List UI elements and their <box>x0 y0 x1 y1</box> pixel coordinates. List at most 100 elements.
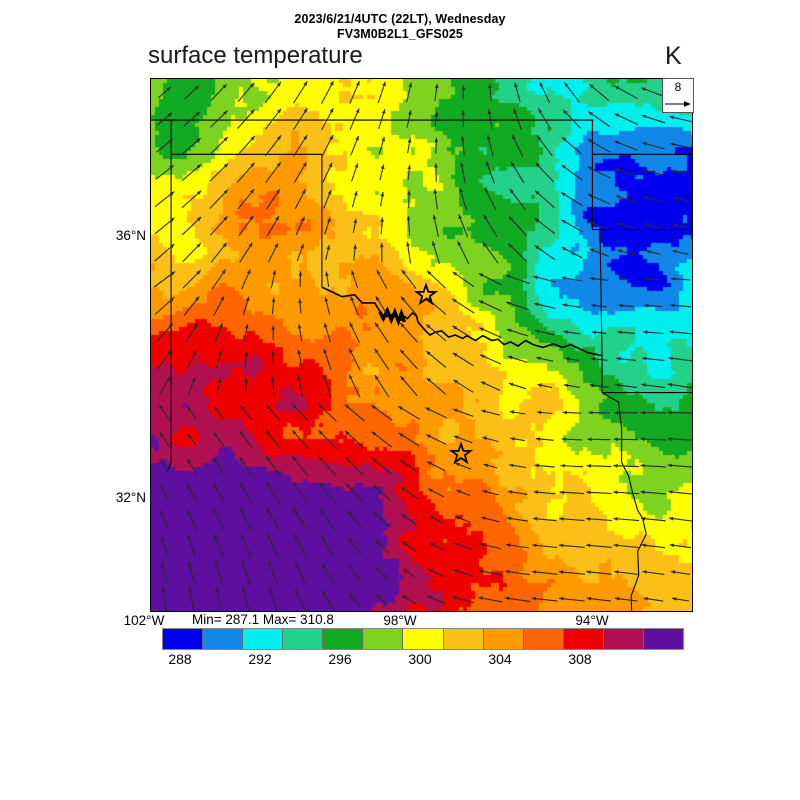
wind-vector <box>483 214 498 237</box>
colorbar[interactable] <box>162 628 684 650</box>
wind-vector <box>513 108 522 130</box>
wind-vector <box>481 516 500 523</box>
wind-vector <box>157 349 172 370</box>
wind-vector <box>215 586 223 611</box>
wind-vector <box>155 164 175 180</box>
wind-vector <box>459 188 467 211</box>
wind-vector <box>407 164 412 181</box>
station-star-north[interactable] <box>413 282 439 306</box>
wind-vector <box>265 188 281 210</box>
wind-vector <box>216 378 222 394</box>
wind-vector <box>292 481 309 504</box>
wind-vector <box>239 508 253 531</box>
wind-vector <box>425 350 447 369</box>
wind-vector <box>237 162 256 183</box>
wind-vector <box>458 214 469 238</box>
wind-vector <box>271 297 276 315</box>
wind-vector <box>613 437 639 442</box>
wind-vector <box>213 432 225 447</box>
state-border <box>321 286 603 357</box>
wind-vector <box>482 436 499 443</box>
wind-vector <box>506 516 529 522</box>
wind-vector <box>350 163 359 182</box>
wind-vector <box>614 570 639 575</box>
wind-vector <box>157 86 172 99</box>
wind-vector <box>348 564 362 582</box>
lat-label-36n: 36°N <box>115 228 146 243</box>
temperature-map[interactable] <box>150 78 693 612</box>
wind-vector <box>645 277 662 281</box>
page-title: surface temperature <box>148 42 363 69</box>
wind-vector <box>161 561 168 584</box>
colorbar-swatch-4 <box>323 629 364 649</box>
wind-vector <box>617 330 635 335</box>
wind-vector <box>323 189 332 209</box>
wind-vector <box>374 539 389 554</box>
wind-vector <box>483 463 498 469</box>
wind-vector <box>558 570 585 575</box>
wind-vector <box>296 243 304 262</box>
wind-vector <box>239 482 253 504</box>
wind-vector <box>456 489 471 497</box>
wind-vector <box>669 115 692 123</box>
wind-vector <box>429 515 444 524</box>
wind-vector <box>587 166 611 179</box>
wind-vector <box>514 82 521 103</box>
wind-vector <box>187 377 196 395</box>
wind-vector <box>297 349 303 370</box>
wind-vector <box>375 295 389 317</box>
wind-vector <box>452 298 475 314</box>
colorbar-swatch-3 <box>283 629 324 649</box>
wind-vector <box>616 222 636 230</box>
wind-vector <box>535 437 554 441</box>
wind-vector <box>407 138 412 154</box>
wind-vector <box>591 330 607 335</box>
wind-vector <box>425 323 447 342</box>
wind-vector <box>534 329 555 336</box>
wind-vector <box>562 109 581 129</box>
wind-vector <box>487 109 493 129</box>
wind-vector <box>509 463 527 469</box>
wind-vector <box>455 516 471 523</box>
wind-vector <box>615 195 637 204</box>
wind-vector <box>266 215 280 236</box>
lon-label-94w: 94°W <box>575 613 609 628</box>
wind-vector <box>614 85 638 100</box>
wind-vector <box>508 215 527 236</box>
wind-vector <box>321 590 334 609</box>
colorbar-swatch-0 <box>163 629 204 649</box>
station-star-south[interactable] <box>448 441 474 465</box>
wind-vector <box>344 403 365 422</box>
wind-vector <box>536 135 553 157</box>
wind-vector <box>399 349 419 370</box>
wind-vector <box>399 322 418 343</box>
wind-vector <box>560 463 584 468</box>
wind-vector <box>239 456 253 476</box>
wind-vector <box>667 463 692 468</box>
wind-vector <box>181 216 202 236</box>
wind-vector <box>509 410 526 415</box>
wind-vector <box>153 271 176 288</box>
wind-vector <box>265 404 281 422</box>
wind-vector <box>507 490 528 495</box>
wind-vector <box>480 381 501 391</box>
wind-vector <box>295 588 306 611</box>
wind-vector <box>507 355 528 363</box>
wind-vector <box>400 375 418 397</box>
wind-vector <box>214 323 223 343</box>
wind-vector <box>209 189 229 209</box>
wind-vector <box>158 376 171 396</box>
wind-vector <box>616 356 637 361</box>
wind-vector <box>265 81 282 103</box>
wind-vector <box>321 563 334 583</box>
wind-vector <box>454 542 472 550</box>
wind-vector <box>158 404 171 422</box>
wind-vector <box>506 301 529 311</box>
wind-vector <box>183 111 201 127</box>
wind-vector <box>351 270 359 289</box>
wind-vector <box>613 517 640 522</box>
state-border <box>378 306 407 327</box>
wind-vector <box>181 163 202 181</box>
wind-vector <box>239 242 253 263</box>
colorbar-tick-292: 292 <box>248 651 272 667</box>
